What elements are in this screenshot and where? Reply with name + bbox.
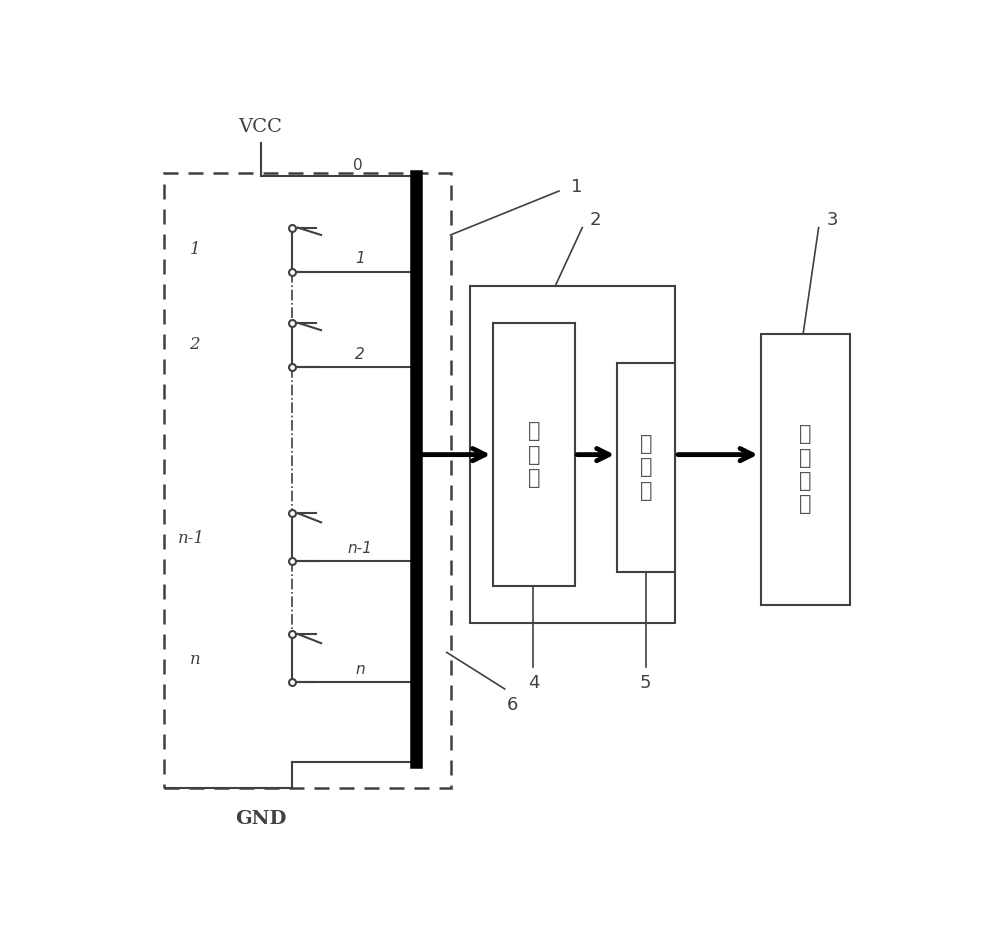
Text: 1: 1 xyxy=(189,242,200,258)
Text: 控
制
器: 控 制 器 xyxy=(640,435,652,500)
Text: n: n xyxy=(189,651,200,669)
Text: 0: 0 xyxy=(353,158,362,173)
Bar xyxy=(164,173,450,787)
Text: GND: GND xyxy=(235,810,286,827)
Bar xyxy=(617,363,675,572)
Text: 2: 2 xyxy=(355,346,365,361)
Bar xyxy=(493,322,574,587)
Text: 5: 5 xyxy=(640,674,652,692)
Bar xyxy=(470,286,675,623)
Text: n: n xyxy=(355,662,365,676)
Text: 6: 6 xyxy=(507,696,518,714)
Text: 2: 2 xyxy=(189,337,200,353)
Text: VCC: VCC xyxy=(239,118,283,136)
Text: 3: 3 xyxy=(826,211,838,229)
Text: 1: 1 xyxy=(355,251,365,266)
Text: n-1: n-1 xyxy=(347,541,372,555)
Text: 1: 1 xyxy=(571,179,582,196)
Text: 2: 2 xyxy=(590,211,602,229)
Text: 寄
存
器: 寄 存 器 xyxy=(528,421,540,488)
Bar xyxy=(761,334,850,605)
Text: n-1: n-1 xyxy=(177,531,204,548)
Text: 仪
表
显
示: 仪 表 显 示 xyxy=(799,424,811,514)
Text: 4: 4 xyxy=(528,674,539,692)
